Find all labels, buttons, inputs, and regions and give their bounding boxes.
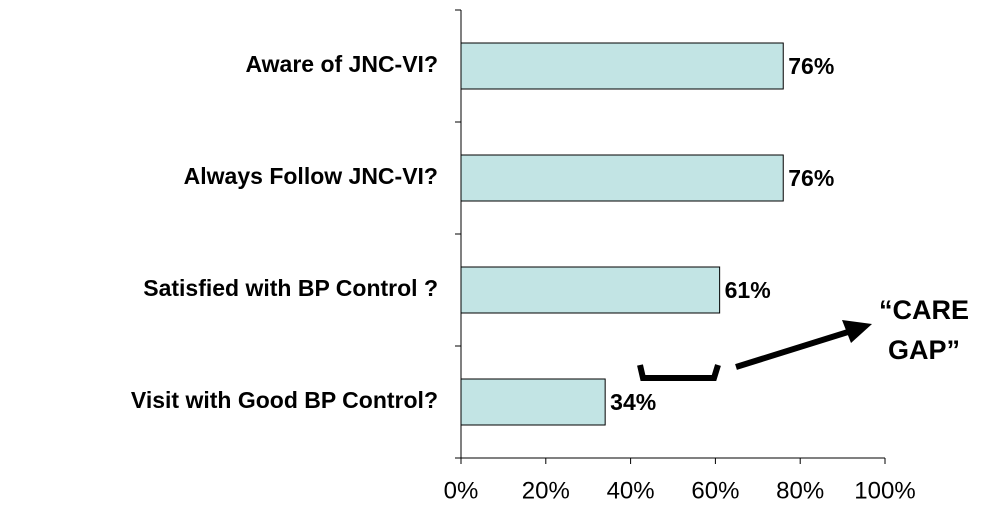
category-label: Visit with Good BP Control? — [131, 387, 438, 413]
care-gap-bracket — [637, 364, 721, 381]
category-label: Always Follow JNC-VI? — [184, 163, 438, 189]
bar — [460, 378, 606, 426]
x-tick-label: 60% — [691, 477, 739, 504]
bar — [460, 154, 784, 202]
x-tick-label: 80% — [776, 477, 824, 504]
x-tick-label: 40% — [607, 477, 655, 504]
bar — [460, 266, 721, 314]
category-label: Satisfied with BP Control ? — [143, 275, 438, 301]
value-label: 34% — [610, 389, 656, 415]
x-tick-label: 20% — [522, 477, 570, 504]
bar — [460, 42, 784, 90]
annotation: “CARE — [879, 295, 969, 325]
x-tick-label: 0% — [444, 477, 479, 504]
arrow-head — [842, 320, 872, 343]
x-tick-label: 100% — [854, 477, 915, 504]
annotation: GAP” — [888, 335, 960, 365]
value-label: 61% — [725, 277, 771, 303]
value-label: 76% — [788, 53, 834, 79]
arrow-line — [735, 329, 849, 370]
category-label: Aware of JNC-VI? — [245, 51, 438, 77]
value-label: 76% — [788, 165, 834, 191]
